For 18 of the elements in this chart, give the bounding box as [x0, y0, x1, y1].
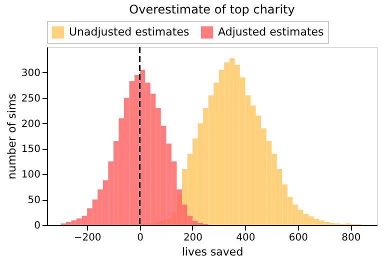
y-tick-label: 150 [21, 144, 40, 156]
x-axis-title: lives saved [182, 246, 244, 258]
y-tick-label: 50 [28, 195, 40, 206]
y-tick-label: 300 [21, 68, 40, 79]
x-tick-label: 800 [342, 232, 361, 244]
x-tick-label: 0 [137, 232, 144, 244]
x-tick-label: 400 [236, 232, 256, 244]
legend-label: Unadjusted estimates [69, 25, 190, 38]
chart-title: Overestimate of top charity [129, 2, 295, 16]
x-tick-label: 600 [288, 232, 308, 244]
legend-label: Adjusted estimates [218, 25, 324, 38]
x-tick-label: 200 [183, 232, 203, 244]
y-tick-label: 100 [21, 170, 40, 181]
y-axis-title: number of sims [5, 93, 18, 180]
y-tick-label: 250 [21, 93, 40, 104]
x-tick-label: −200 [74, 232, 102, 244]
y-tick-label: 200 [21, 118, 40, 130]
y-tick-label: 0 [34, 220, 40, 232]
